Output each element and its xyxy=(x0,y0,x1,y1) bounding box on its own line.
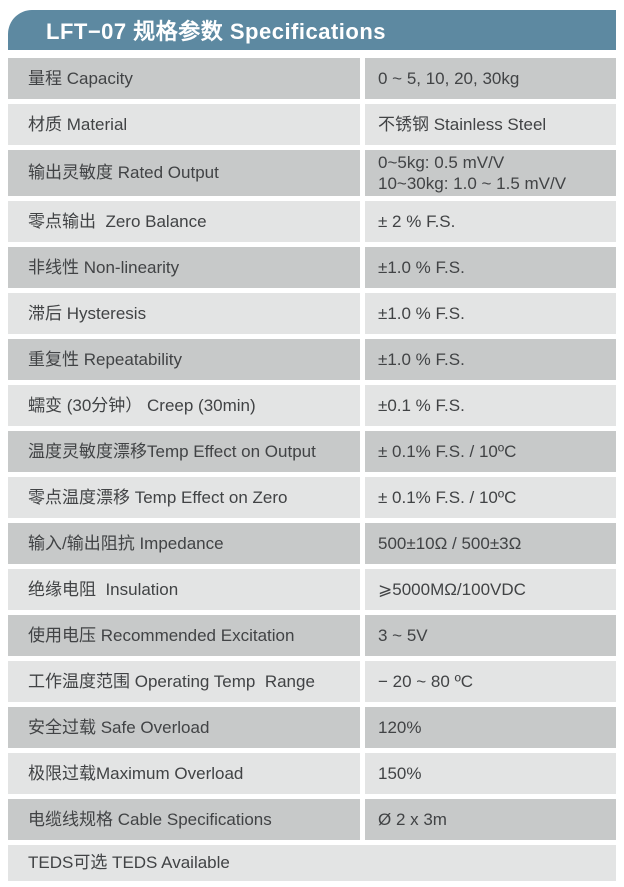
spec-row: 非线性 Non-linearity ±1.0 % F.S. xyxy=(8,247,616,288)
spec-label: 量程 Capacity xyxy=(8,58,360,99)
page-title: LFT−07 规格参数 Specifications xyxy=(46,19,387,44)
spec-value: 120% xyxy=(365,707,616,748)
spec-label: 零点输出 Zero Balance xyxy=(8,201,360,242)
spec-row: 电缆线规格 Cable Specifications Ø 2 x 3m xyxy=(8,799,616,840)
spec-row: TEDS可选 TEDS Available xyxy=(8,845,616,881)
spec-label: 使用电压 Recommended Excitation xyxy=(8,615,360,656)
spec-row: 输入/输出阻抗 Impedance 500±10Ω / 500±3Ω xyxy=(8,523,616,564)
spec-row: 滞后 Hysteresis ±1.0 % F.S. xyxy=(8,293,616,334)
spec-label: 材质 Material xyxy=(8,104,360,145)
spec-value: 3 ~ 5V xyxy=(365,615,616,656)
spec-label: 滞后 Hysteresis xyxy=(8,293,360,334)
spec-value: ± 2 % F.S. xyxy=(365,201,616,242)
spec-label: 安全过载 Safe Overload xyxy=(8,707,360,748)
spec-label: 重复性 Repeatability xyxy=(8,339,360,380)
spec-label: 输出灵敏度 Rated Output xyxy=(8,150,360,196)
spec-value: 0 ~ 5, 10, 20, 30kg xyxy=(365,58,616,99)
spec-row: 使用电压 Recommended Excitation 3 ~ 5V xyxy=(8,615,616,656)
spec-label: 非线性 Non-linearity xyxy=(8,247,360,288)
spec-row: 极限过载Maximum Overload 150% xyxy=(8,753,616,794)
spec-value: Ø 2 x 3m xyxy=(365,799,616,840)
spec-label: 蠕变 (30分钟） Creep (30min) xyxy=(8,385,360,426)
spec-value: 0~5kg: 0.5 mV/V 10~30kg: 1.0 ~ 1.5 mV/V xyxy=(365,150,616,196)
spec-row: 输出灵敏度 Rated Output 0~5kg: 0.5 mV/V 10~30k… xyxy=(8,150,616,196)
spec-row: 温度灵敏度漂移Temp Effect on Output ± 0.1% F.S. … xyxy=(8,431,616,472)
spec-label: 工作温度范围 Operating Temp Range xyxy=(8,661,360,702)
spec-value: 500±10Ω / 500±3Ω xyxy=(365,523,616,564)
spec-label: 零点温度漂移 Temp Effect on Zero xyxy=(8,477,360,518)
spec-value: ±1.0 % F.S. xyxy=(365,247,616,288)
spec-label: 温度灵敏度漂移Temp Effect on Output xyxy=(8,431,360,472)
spec-value: ±0.1 % F.S. xyxy=(365,385,616,426)
spec-label: 输入/输出阻抗 Impedance xyxy=(8,523,360,564)
spec-value: ± 0.1% F.S. / 10ºC xyxy=(365,431,616,472)
spec-row: 蠕变 (30分钟） Creep (30min) ±0.1 % F.S. xyxy=(8,385,616,426)
spec-label: 电缆线规格 Cable Specifications xyxy=(8,799,360,840)
spec-label: 极限过载Maximum Overload xyxy=(8,753,360,794)
spec-row: 量程 Capacity 0 ~ 5, 10, 20, 30kg xyxy=(8,58,616,99)
spec-row: 工作温度范围 Operating Temp Range − 20 ~ 80 ºC xyxy=(8,661,616,702)
spec-value: − 20 ~ 80 ºC xyxy=(365,661,616,702)
spec-value: 不锈钢 Stainless Steel xyxy=(365,104,616,145)
spec-row: 零点输出 Zero Balance ± 2 % F.S. xyxy=(8,201,616,242)
spec-label: TEDS可选 TEDS Available xyxy=(8,845,616,881)
spec-value: ± 0.1% F.S. / 10ºC xyxy=(365,477,616,518)
spec-row: 零点温度漂移 Temp Effect on Zero ± 0.1% F.S. / … xyxy=(8,477,616,518)
spec-row: 重复性 Repeatability ±1.0 % F.S. xyxy=(8,339,616,380)
spec-row: 绝缘电阻 Insulation ⩾5000MΩ/100VDC xyxy=(8,569,616,610)
spec-value: ±1.0 % F.S. xyxy=(365,293,616,334)
spec-header: LFT−07 规格参数 Specifications xyxy=(8,10,616,50)
spec-value: ⩾5000MΩ/100VDC xyxy=(365,569,616,610)
spec-row: 安全过载 Safe Overload 120% xyxy=(8,707,616,748)
spec-value: 150% xyxy=(365,753,616,794)
spec-label: 绝缘电阻 Insulation xyxy=(8,569,360,610)
spec-row: 材质 Material 不锈钢 Stainless Steel xyxy=(8,104,616,145)
spec-table: 量程 Capacity 0 ~ 5, 10, 20, 30kg 材质 Materia… xyxy=(8,58,616,881)
spec-value: ±1.0 % F.S. xyxy=(365,339,616,380)
